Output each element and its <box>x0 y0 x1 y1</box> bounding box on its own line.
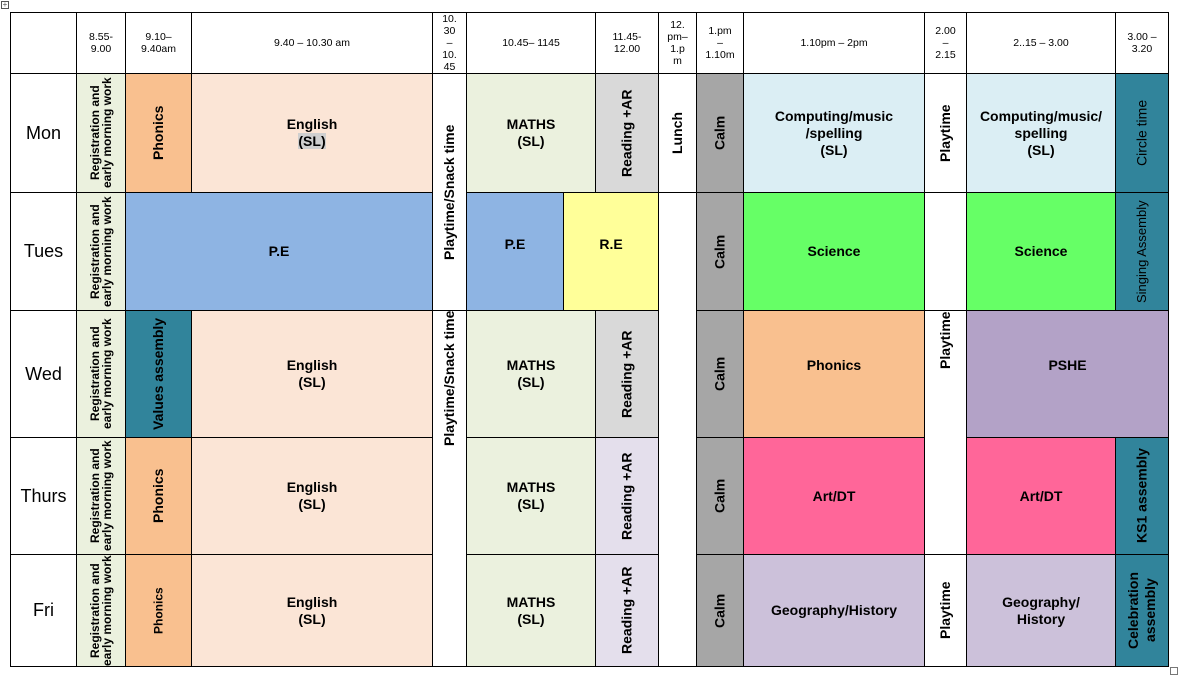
day-label-mon: Mon <box>10 73 77 193</box>
day-label-fri: Fri <box>10 554 77 667</box>
table-resize-handle[interactable] <box>1170 667 1178 675</box>
reading-mon: Reading +AR <box>595 73 659 193</box>
registration-mon: Registration and early morning work <box>76 73 126 193</box>
re-tues: R.E <box>563 192 659 311</box>
maths-thurs: MATHS (SL) <box>466 437 596 555</box>
header-time-300: 3.00 –3.20 <box>1115 12 1169 74</box>
maths-mon: MATHS (SL) <box>466 73 596 193</box>
registration-thurs: Registration and early morning work <box>76 437 126 555</box>
header-time-0910: 9.10– 9.40am <box>125 12 192 74</box>
header-time-1145: 11.45- 12.00 <box>595 12 659 74</box>
table-move-handle[interactable]: + <box>1 0 9 9</box>
day-label-thurs: Thurs <box>10 437 77 555</box>
pshe-wed: PSHE <box>966 310 1169 438</box>
computing-mon-2: Computing/music/spelling (SL) <box>966 73 1116 193</box>
pe-tues: P.E <box>125 192 433 311</box>
calm-fri: Calm <box>696 554 744 667</box>
celebration-assembly-fri: Celebration assembly <box>1115 554 1169 667</box>
geo-history-fri: Geography/History <box>743 554 925 667</box>
phonics-mon: Phonics <box>125 73 192 193</box>
calm-thurs: Calm <box>696 437 744 555</box>
pe-tues-2: P.E <box>466 192 564 311</box>
circle-time-mon: Circle time <box>1115 73 1169 193</box>
header-time-0855: 8.55- 9.00 <box>76 12 126 74</box>
playtime-wed-thurs: Playtime <box>924 310 967 555</box>
playtime-tues <box>924 192 967 311</box>
registration-wed: Registration and early morning work <box>76 310 126 438</box>
art-dt-thurs-2: Art/DT <box>966 437 1116 555</box>
calm-wed: Calm <box>696 310 744 438</box>
calm-tues: Calm <box>696 192 744 311</box>
header-time-200: 2.00–2.15 <box>924 12 967 74</box>
science-tues-2: Science <box>966 192 1116 311</box>
day-label-wed: Wed <box>10 310 77 438</box>
playtime-snack-wed-fri: Playtime/Snack time <box>432 310 467 667</box>
reading-fri: Reading +AR <box>595 554 659 667</box>
singing-assembly-tues: Singing Assembly <box>1115 192 1169 311</box>
playtime-fri: Playtime <box>924 554 967 667</box>
header-time-1045: 10.45– 1145 <box>466 12 596 74</box>
header-time-1pm: 1.pm –1.10m <box>696 12 744 74</box>
reading-wed: Reading +AR <box>595 310 659 438</box>
english-fri: English (SL) <box>191 554 433 667</box>
registration-tues: Registration and early morning work <box>76 192 126 311</box>
day-label-tues: Tues <box>10 192 77 311</box>
timetable: 8.55- 9.00 9.10– 9.40am 9.40 – 10.30 am 10… <box>10 12 1169 667</box>
science-tues: Science <box>743 192 925 311</box>
geo-history-fri-2: Geography/History <box>966 554 1116 667</box>
maths-wed: MATHS (SL) <box>466 310 596 438</box>
phonics-wed: Phonics <box>743 310 925 438</box>
header-time-1030: 10. 30–10. 45 <box>432 12 467 74</box>
header-corner <box>10 12 77 74</box>
values-assembly-wed: Values assembly <box>125 310 192 438</box>
registration-fri: Registration and early morning work <box>76 554 126 667</box>
calm-mon: Calm <box>696 73 744 193</box>
english-mon: English (SL) <box>191 73 433 193</box>
phonics-fri: Phonics <box>125 554 192 667</box>
header-time-215: 2..15 – 3.00 <box>966 12 1116 74</box>
header-time-12pm: 12. pm– 1.p m <box>658 12 697 74</box>
lunch-column <box>658 192 697 667</box>
header-time-110pm: 1.10pm – 2pm <box>743 12 925 74</box>
art-dt-thurs: Art/DT <box>743 437 925 555</box>
phonics-thurs: Phonics <box>125 437 192 555</box>
english-wed: English (SL) <box>191 310 433 438</box>
playtime-snack-mon-tues: Playtime/Snack time <box>432 73 467 311</box>
computing-mon: Computing/music/spelling (SL) <box>743 73 925 193</box>
lunch-label: Lunch <box>658 73 697 193</box>
english-thurs: English (SL) <box>191 437 433 555</box>
ks1-assembly-thurs: KS1 assembly <box>1115 437 1169 555</box>
maths-fri: MATHS (SL) <box>466 554 596 667</box>
reading-thurs: Reading +AR <box>595 437 659 555</box>
header-time-0940: 9.40 – 10.30 am <box>191 12 433 74</box>
playtime-mon: Playtime <box>924 73 967 193</box>
